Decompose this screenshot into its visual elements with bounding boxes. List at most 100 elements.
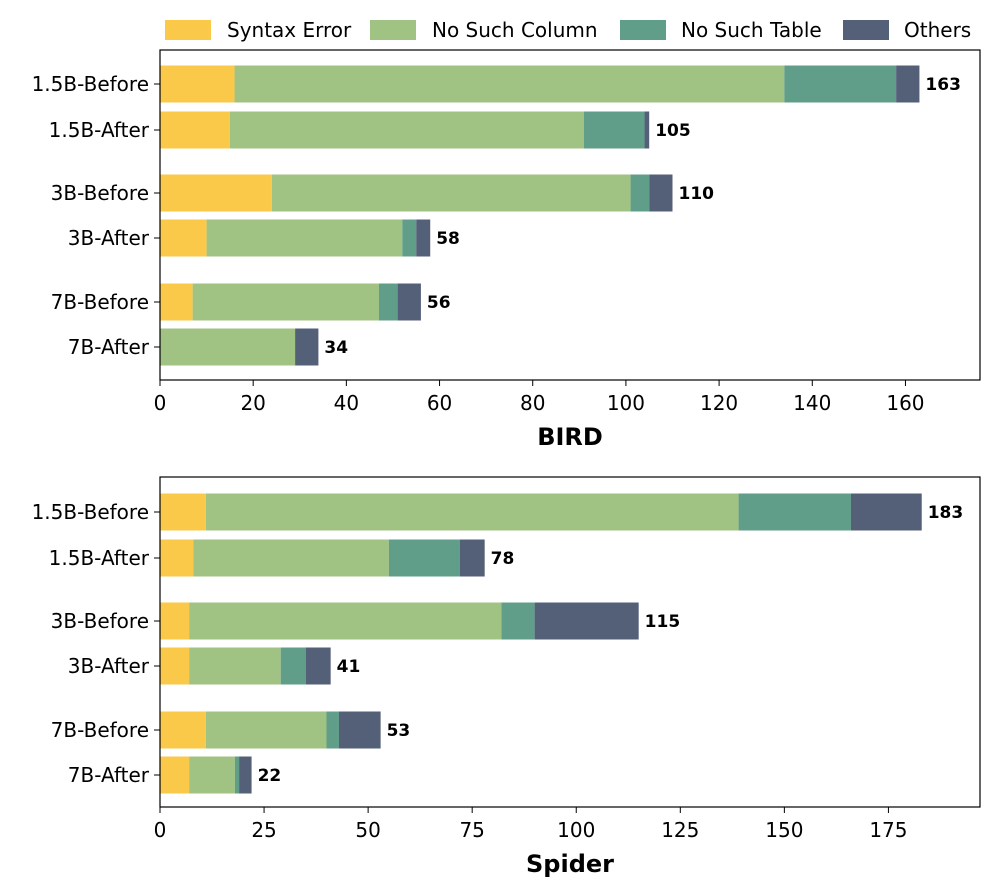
bird-total-label: 110 [679,184,715,204]
spider-bar-3b-before-no-such-table [501,602,535,640]
spider-total-label: 115 [645,612,681,632]
spider-bar-7b-after-no-such-table [234,756,240,794]
bird-bar-1-5b-after-others [644,111,650,149]
bird-x-tick-label: 20 [240,391,265,415]
bird-category-label: 7B-After [68,335,150,359]
bird-x-tick-label: 100 [607,391,645,415]
bird-x-tick-label: 140 [793,391,831,415]
bird-bar-1-5b-before-no-such-column [234,65,785,103]
bird-category-label: 1.5B-Before [32,72,149,96]
bird-bar-7b-before-others [397,283,421,321]
bird-bar-1-5b-before-others [896,65,920,103]
bird-bar-7b-before-no-such-column [192,283,379,321]
legend-label-no-such-column: No Such Column [432,18,598,42]
spider-category-label: 3B-After [68,654,150,678]
bird-total-label: 58 [436,229,460,249]
bird-bar-3b-after-syntax-error [160,219,207,257]
legend-entry-no-such-table: No Such Table [620,18,822,42]
legend-swatch-syntax-error [165,20,211,40]
spider-bar-7b-before-others [338,711,381,749]
bird-bar-3b-before-others [649,174,673,212]
spider-bar-1-5b-before-syntax-error [160,493,206,531]
spider-bar-3b-after-no-such-column [189,647,281,685]
bird-bar-7b-after-others [295,328,319,366]
spider-total-label: 78 [491,549,515,569]
legend-entry-no-such-column: No Such Column [370,18,598,42]
spider-x-axis-title: Spider [526,850,614,878]
spider-bar-3b-before-syntax-error [160,602,190,640]
spider-bar-1-5b-after-no-such-table [388,539,460,577]
bird-x-tick-label: 120 [700,391,738,415]
bird-bar-1-5b-before-no-such-table [784,65,897,103]
bird-total-label: 105 [655,121,691,141]
spider-bar-3b-before-others [534,602,639,640]
bird-bar-3b-before-no-such-column [271,174,631,212]
spider-category-label: 7B-Before [51,718,149,742]
bird-bar-3b-after-others [416,219,431,257]
spider-category-label: 1.5B-Before [32,500,149,524]
legend: Syntax Error No Such Column No Such Tabl… [165,18,971,42]
spider-x-tick-label: 0 [154,818,167,842]
spider-total-label: 41 [337,657,361,677]
legend-entry-syntax-error: Syntax Error [165,18,352,42]
spider-bar-7b-after-no-such-column [189,756,235,794]
spider-bar-3b-before-no-such-column [189,602,502,640]
spider-x-tick-label: 50 [355,818,380,842]
spider-x-tick-label: 175 [869,818,907,842]
bird-x-tick-label: 160 [886,391,924,415]
bird-total-label: 34 [324,338,348,358]
legend-label-syntax-error: Syntax Error [227,18,352,42]
spider-bar-7b-before-no-such-table [326,711,339,749]
bird-bar-3b-before-syntax-error [160,174,272,212]
legend-swatch-no-such-column [370,20,416,40]
spider-bar-3b-after-no-such-table [280,647,306,685]
spider-x-tick-label: 125 [661,818,699,842]
bird-bar-7b-before-no-such-table [378,283,398,321]
legend-label-others: Others [904,18,971,42]
spider-bar-7b-after-others [239,756,252,794]
spider-x-tick-label: 25 [251,818,276,842]
spider-category-label: 3B-Before [51,609,149,633]
bird-bar-1-5b-before-syntax-error [160,65,235,103]
bird-category-label: 7B-Before [51,290,149,314]
spider-x-tick-label: 100 [557,818,595,842]
spider-category-label: 1.5B-After [49,546,150,570]
spider-bar-1-5b-before-others [850,493,922,531]
spider-bar-7b-after-syntax-error [160,756,190,794]
bird-x-tick-label: 60 [427,391,452,415]
spider-x-tick-label: 150 [765,818,803,842]
spider-total-label: 22 [258,766,282,786]
spider-bar-3b-after-others [305,647,331,685]
bird-bar-3b-before-no-such-table [630,174,650,212]
bird-total-label: 56 [427,293,451,313]
bird-plot-frame [159,49,981,381]
bird-bar-1-5b-after-no-such-column [229,111,584,149]
spider-bar-1-5b-before-no-such-table [738,493,851,531]
spider-total-label: 183 [928,503,964,523]
bird-bar-1-5b-after-no-such-table [583,111,645,149]
spider-bar-7b-before-no-such-column [205,711,327,749]
spider-x-tick-label: 75 [459,818,484,842]
legend-entry-others: Others [843,18,971,42]
spider-bar-1-5b-after-syntax-error [160,539,194,577]
bird-bar-7b-before-syntax-error [160,283,193,321]
spider-bar-7b-before-syntax-error [160,711,206,749]
spider-category-label: 7B-After [68,763,150,787]
bird-bar-3b-after-no-such-column [206,219,403,257]
bird-bar-7b-after-no-such-column [160,328,296,366]
bird-bar-1-5b-after-syntax-error [160,111,230,149]
bird-bar-3b-after-no-such-table [402,219,417,257]
bird-category-label: 3B-Before [51,181,149,205]
bird-total-label: 163 [925,75,961,95]
spider-plot-frame [159,476,981,808]
spider-bar-3b-after-syntax-error [160,647,190,685]
bird-category-label: 3B-After [68,226,150,250]
bird-x-tick-label: 80 [520,391,545,415]
spider-bar-1-5b-before-no-such-column [205,493,739,531]
legend-swatch-others [843,20,889,40]
spider-bar-1-5b-after-others [459,539,485,577]
legend-swatch-no-such-table [620,20,666,40]
bird-chart-panel: 163 1.5B-Before 105 1.5B-After 110 3B-Before 5… [32,49,981,451]
bird-x-axis-title: BIRD [537,423,603,451]
